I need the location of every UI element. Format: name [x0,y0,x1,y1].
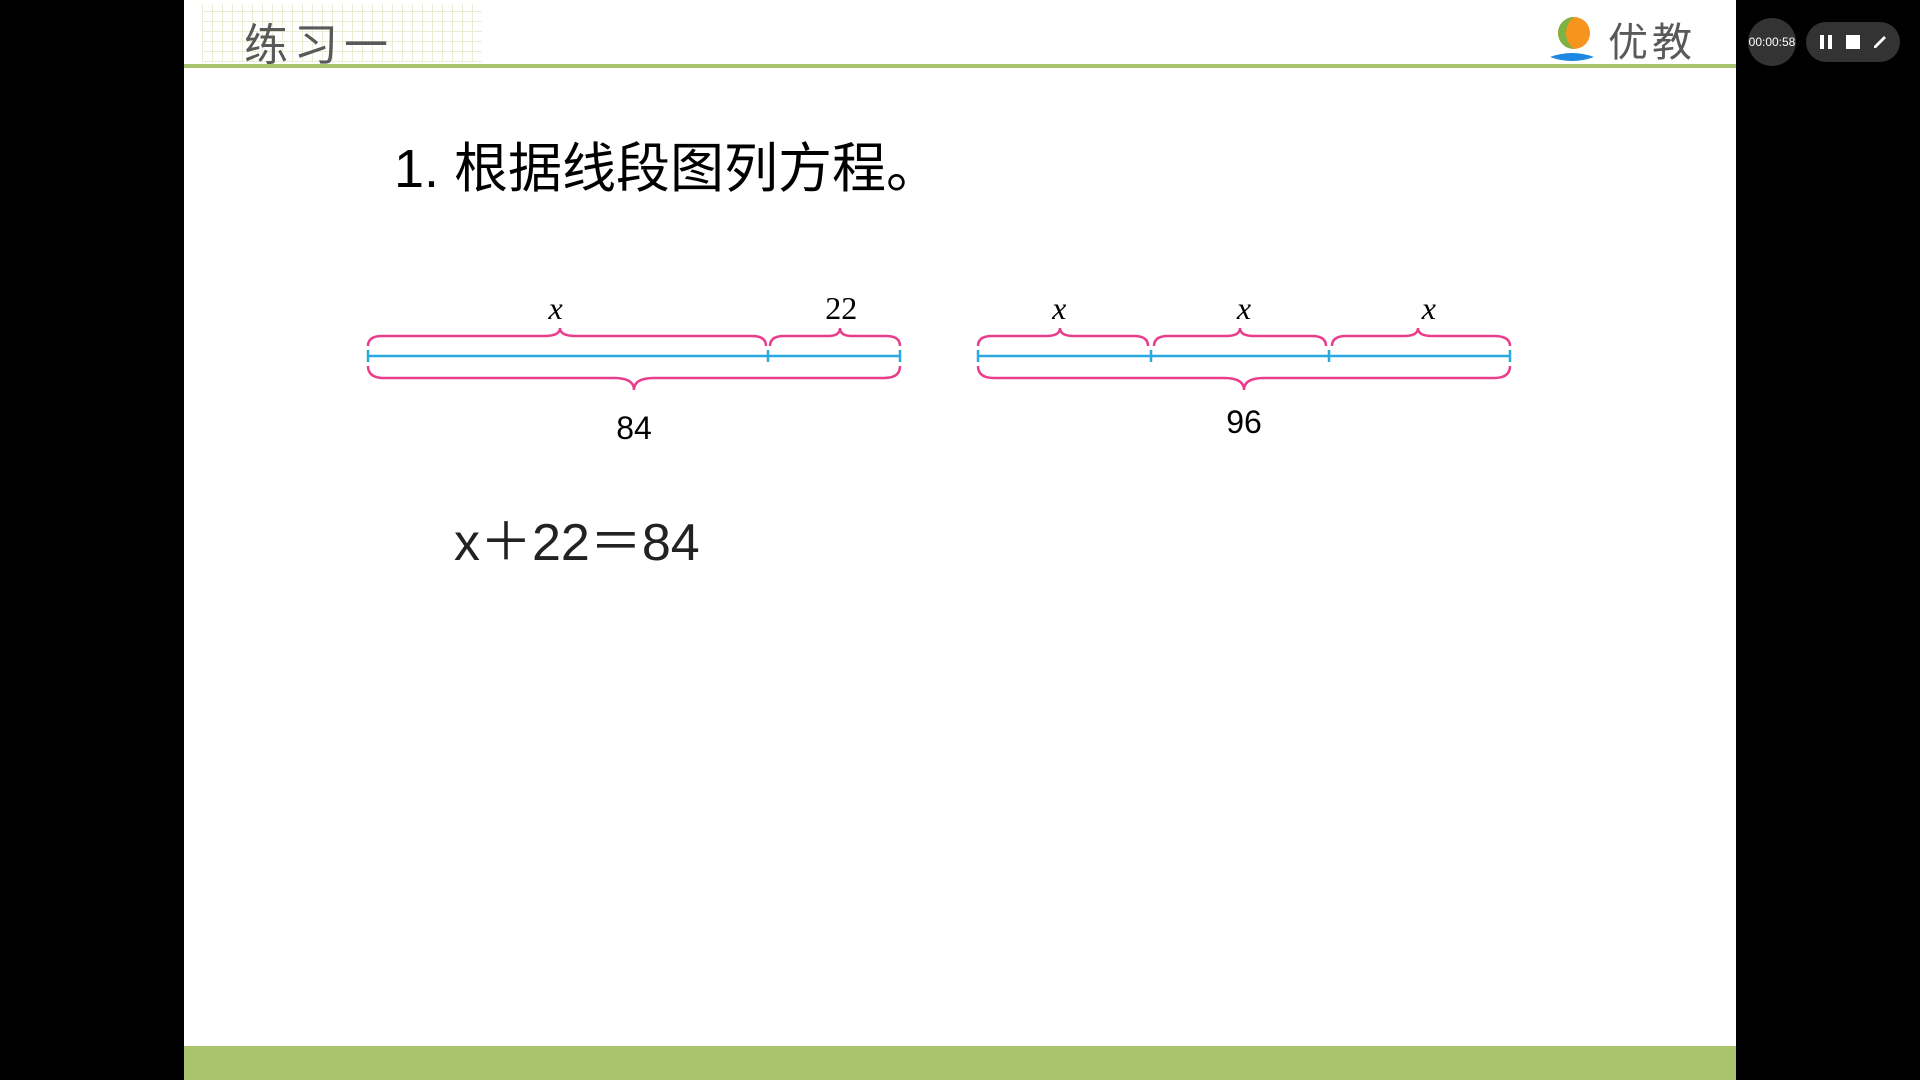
title-box: 练习一 [202,4,482,62]
diagram1-bottom-label: 84 [354,410,914,447]
question-text: 1. 根据线段图列方程。 [394,124,940,203]
pause-icon [1818,34,1834,50]
diagram2-label-x2: x [1237,290,1251,327]
slide-header: 练习一 优教 [184,0,1736,68]
pencil-icon [1872,34,1888,50]
segment-diagram-2: x x x 96 [964,290,1524,441]
diagram2-svg [964,326,1524,406]
diagram1-label-x: x [548,290,562,327]
footer-band [184,1046,1736,1080]
diagram1-label-22: 22 [825,290,857,327]
recording-timer: 00:00:58 [1748,18,1796,66]
pause-button[interactable] [1818,34,1834,50]
diagram2-top-labels: x x x [964,290,1524,326]
diagram2-label-x3: x [1422,290,1436,327]
equation-text: x＋22＝84 [454,500,700,575]
diagram2-bottom-label: 96 [964,404,1524,441]
segment-diagram-1: x 22 84 [354,290,914,447]
brand-logo: 优教 [1544,10,1696,68]
recording-controls: 00:00:58 [1748,18,1900,66]
logo-text: 优教 [1608,10,1696,68]
diagram2-label-x1: x [1052,290,1066,327]
slide: 练习一 优教 1. 根据线段图列方程。 x 22 [184,0,1736,1080]
slide-title: 练习一 [244,9,394,73]
diagram1-svg [354,326,914,406]
logo-icon [1544,13,1600,65]
edit-button[interactable] [1872,34,1888,50]
diagram1-top-labels: x 22 [354,290,914,326]
stop-button[interactable] [1846,35,1860,49]
recording-toolbar [1806,22,1900,62]
stop-icon [1846,35,1860,49]
